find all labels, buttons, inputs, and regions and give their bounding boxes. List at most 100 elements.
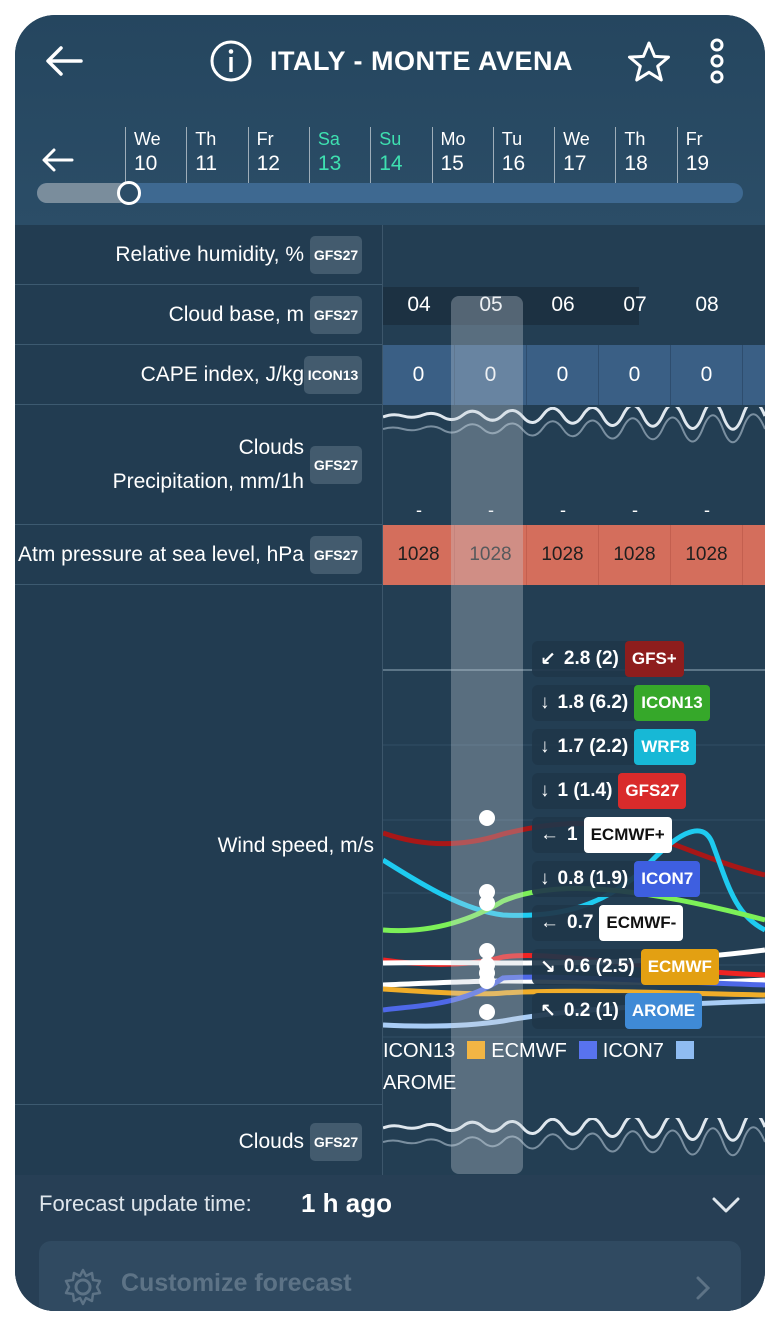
day-tab-th-18[interactable]: Th 18 — [615, 127, 675, 189]
row-cloud-base-label: Cloud base, m — [168, 303, 304, 326]
day-name: Su — [379, 129, 402, 149]
precip-value: - — [560, 500, 566, 520]
row-labels: Relative humidity, % GFS27 Cloud base, m… — [15, 225, 383, 1175]
model-badge[interactable]: GFS27 — [310, 296, 362, 334]
wind-speed-value: 1 (1.4) — [557, 780, 613, 801]
chevron-down-icon[interactable] — [711, 1195, 741, 1215]
hour-label[interactable]: 04 — [407, 293, 431, 316]
wind-tooltip-icon13[interactable]: ↓ 1.8 (6.2) ICON13 — [532, 685, 710, 721]
wind-direction-arrow-icon: ↓ — [540, 692, 550, 713]
header: ITALY - MONTE AVENA We 10 Th 11 Fr 12 Sa 13 Su 14… — [15, 15, 765, 225]
model-tag: ECMWF- — [599, 905, 684, 941]
wind-tooltip-gfs-[interactable]: ↙ 2.8 (2) GFS+ — [532, 641, 684, 677]
timeline-slider[interactable] — [37, 183, 743, 203]
star-icon[interactable] — [626, 40, 672, 84]
row-wind-label: Wind speed, m/s — [217, 834, 374, 857]
wind-speed-value: 2.8 (2) — [563, 648, 619, 669]
wind-tooltip-icon7[interactable]: ↓ 0.8 (1.9) ICON7 — [532, 861, 701, 897]
model-badge[interactable]: GFS27 — [310, 1123, 362, 1161]
hour-row-strip — [383, 287, 639, 325]
pressure-value: 1028 — [383, 525, 455, 585]
hour-label[interactable]: 05 — [479, 293, 503, 316]
timeline-slider-knob[interactable] — [117, 181, 141, 205]
wind-tooltip-arome[interactable]: ↖ 0.2 (1) AROME — [532, 993, 703, 1029]
selected-hour-highlight[interactable] — [451, 296, 523, 1174]
model-badge[interactable]: ICON13 — [304, 356, 362, 394]
info-icon[interactable] — [209, 39, 253, 83]
gear-icon — [64, 1268, 102, 1306]
chevron-right-icon — [696, 1276, 711, 1300]
row-cloud-base: Cloud base, m GFS27 — [15, 285, 382, 345]
pressure-value: 1028 — [671, 525, 743, 585]
legend-swatch — [675, 1041, 694, 1059]
wind-direction-arrow-icon: ↙ — [540, 648, 556, 670]
model-badge[interactable]: GFS27 — [310, 446, 362, 484]
wind-direction-arrow-icon: ↖ — [540, 1000, 556, 1022]
legend-item[interactable]: ICON7 — [602, 1040, 664, 1062]
day-name: Fr — [685, 129, 703, 149]
day-date: 16 — [501, 152, 526, 175]
day-selector: We 10 Th 11 Fr 12 Sa 13 Su 14 Mo 15 Tu 16 We 17 Th 18 Fr 19 — [125, 127, 745, 193]
cloud-wave-graphic — [383, 407, 765, 444]
precip-value: - — [416, 500, 422, 520]
row-pressure-label: Atm pressure at sea level, hPa — [18, 543, 304, 566]
row-cape-label: CAPE index, J/kg — [140, 363, 304, 386]
hour-label[interactable]: 07 — [623, 293, 647, 316]
wind-speed-value: 1.8 (6.2) — [557, 692, 629, 713]
pressure-row: 1028102810281028102810 — [383, 525, 765, 585]
day-tab-we-17[interactable]: We 17 — [554, 127, 614, 189]
day-tab-sa-13[interactable]: Sa 13 — [308, 127, 369, 189]
wind-tooltip-wrf8[interactable]: ↓ 1.7 (2.2) WRF8 — [532, 729, 697, 765]
model-badge[interactable]: GFS27 — [310, 536, 362, 574]
day-tab-th-11[interactable]: Th 11 — [186, 127, 246, 189]
pressure-value: 1028 — [455, 525, 527, 585]
legend-item[interactable]: AROME — [383, 1072, 457, 1094]
wind-data-points — [479, 810, 495, 1020]
customize-forecast-button[interactable]: Customize forecast — [39, 1241, 741, 1311]
wind-speed-value: 0.8 (1.9) — [557, 868, 629, 889]
day-tab-tu-16[interactable]: Tu 16 — [492, 127, 553, 189]
legend-item[interactable]: ICON13 — [383, 1040, 456, 1062]
legend-item[interactable]: ECMWF — [491, 1040, 567, 1062]
day-name: Mo — [440, 129, 466, 149]
wind-tooltip-gfs27[interactable]: ↓ 1 (1.4) GFS27 — [532, 773, 687, 809]
day-tab-fr-19[interactable]: Fr 19 — [676, 127, 737, 189]
day-tab-fr-12[interactable]: Fr 12 — [247, 127, 308, 189]
precip-value: - — [704, 500, 710, 520]
day-tab-we-10[interactable]: We 10 — [125, 127, 185, 189]
wind-direction-arrow-icon: ↓ — [540, 868, 550, 889]
legend-swatch — [578, 1041, 597, 1059]
row-precip-label: Precipitation, mm/1h — [112, 470, 304, 493]
cape-value: 0 — [599, 345, 671, 405]
app-screen: ITALY - MONTE AVENA We 10 Th 11 Fr 12 Sa 13 Su 14… — [15, 15, 765, 1311]
update-time-value: 1 h ago — [301, 1188, 393, 1218]
row-clouds-bottom-label: Clouds — [238, 1130, 304, 1153]
wind-tooltip-ecmwf-[interactable]: ← 0.7 ECMWF- — [532, 905, 684, 941]
pressure-value: 1028 — [527, 525, 599, 585]
hour-label[interactable]: 06 — [551, 293, 575, 316]
wind-tooltip-ecmwf-[interactable]: ← 1 ECMWF+ — [532, 817, 672, 853]
wind-tooltip-ecmwf[interactable]: ↘ 0.6 (2.5) ECMWF — [532, 949, 719, 985]
day-tab-mo-15[interactable]: Mo 15 — [431, 127, 492, 189]
model-badge[interactable]: GFS27 — [310, 236, 362, 274]
hour-label[interactable]: 08 — [695, 293, 719, 316]
row-clouds-label: Clouds — [238, 436, 304, 459]
day-tab-su-14[interactable]: Su 14 — [370, 127, 430, 189]
footer: Forecast update time: 1 h ago Customize … — [15, 1175, 765, 1311]
prev-days-arrow-icon[interactable] — [41, 147, 75, 173]
pressure-value: 10 — [743, 525, 765, 585]
cloud-wave-graphic — [383, 1118, 765, 1157]
wind-direction-arrow-icon: ↘ — [540, 956, 556, 978]
day-date: 13 — [317, 152, 342, 175]
cape-value: 0 — [455, 345, 527, 405]
model-tag: ECMWF+ — [583, 817, 672, 853]
row-humidity: Relative humidity, % GFS27 — [15, 225, 382, 285]
day-date: 14 — [379, 152, 403, 175]
timeline-slider-fill — [37, 183, 129, 203]
model-legend: ICON13 ECMWF ICON7 AROME — [383, 1035, 765, 1094]
hour-label[interactable]: 0 — [743, 285, 765, 325]
wind-direction-arrow-icon: ← — [540, 824, 559, 845]
more-vertical-icon[interactable] — [705, 37, 729, 85]
pressure-value: 1028 — [599, 525, 671, 585]
back-arrow-icon[interactable] — [43, 43, 85, 79]
